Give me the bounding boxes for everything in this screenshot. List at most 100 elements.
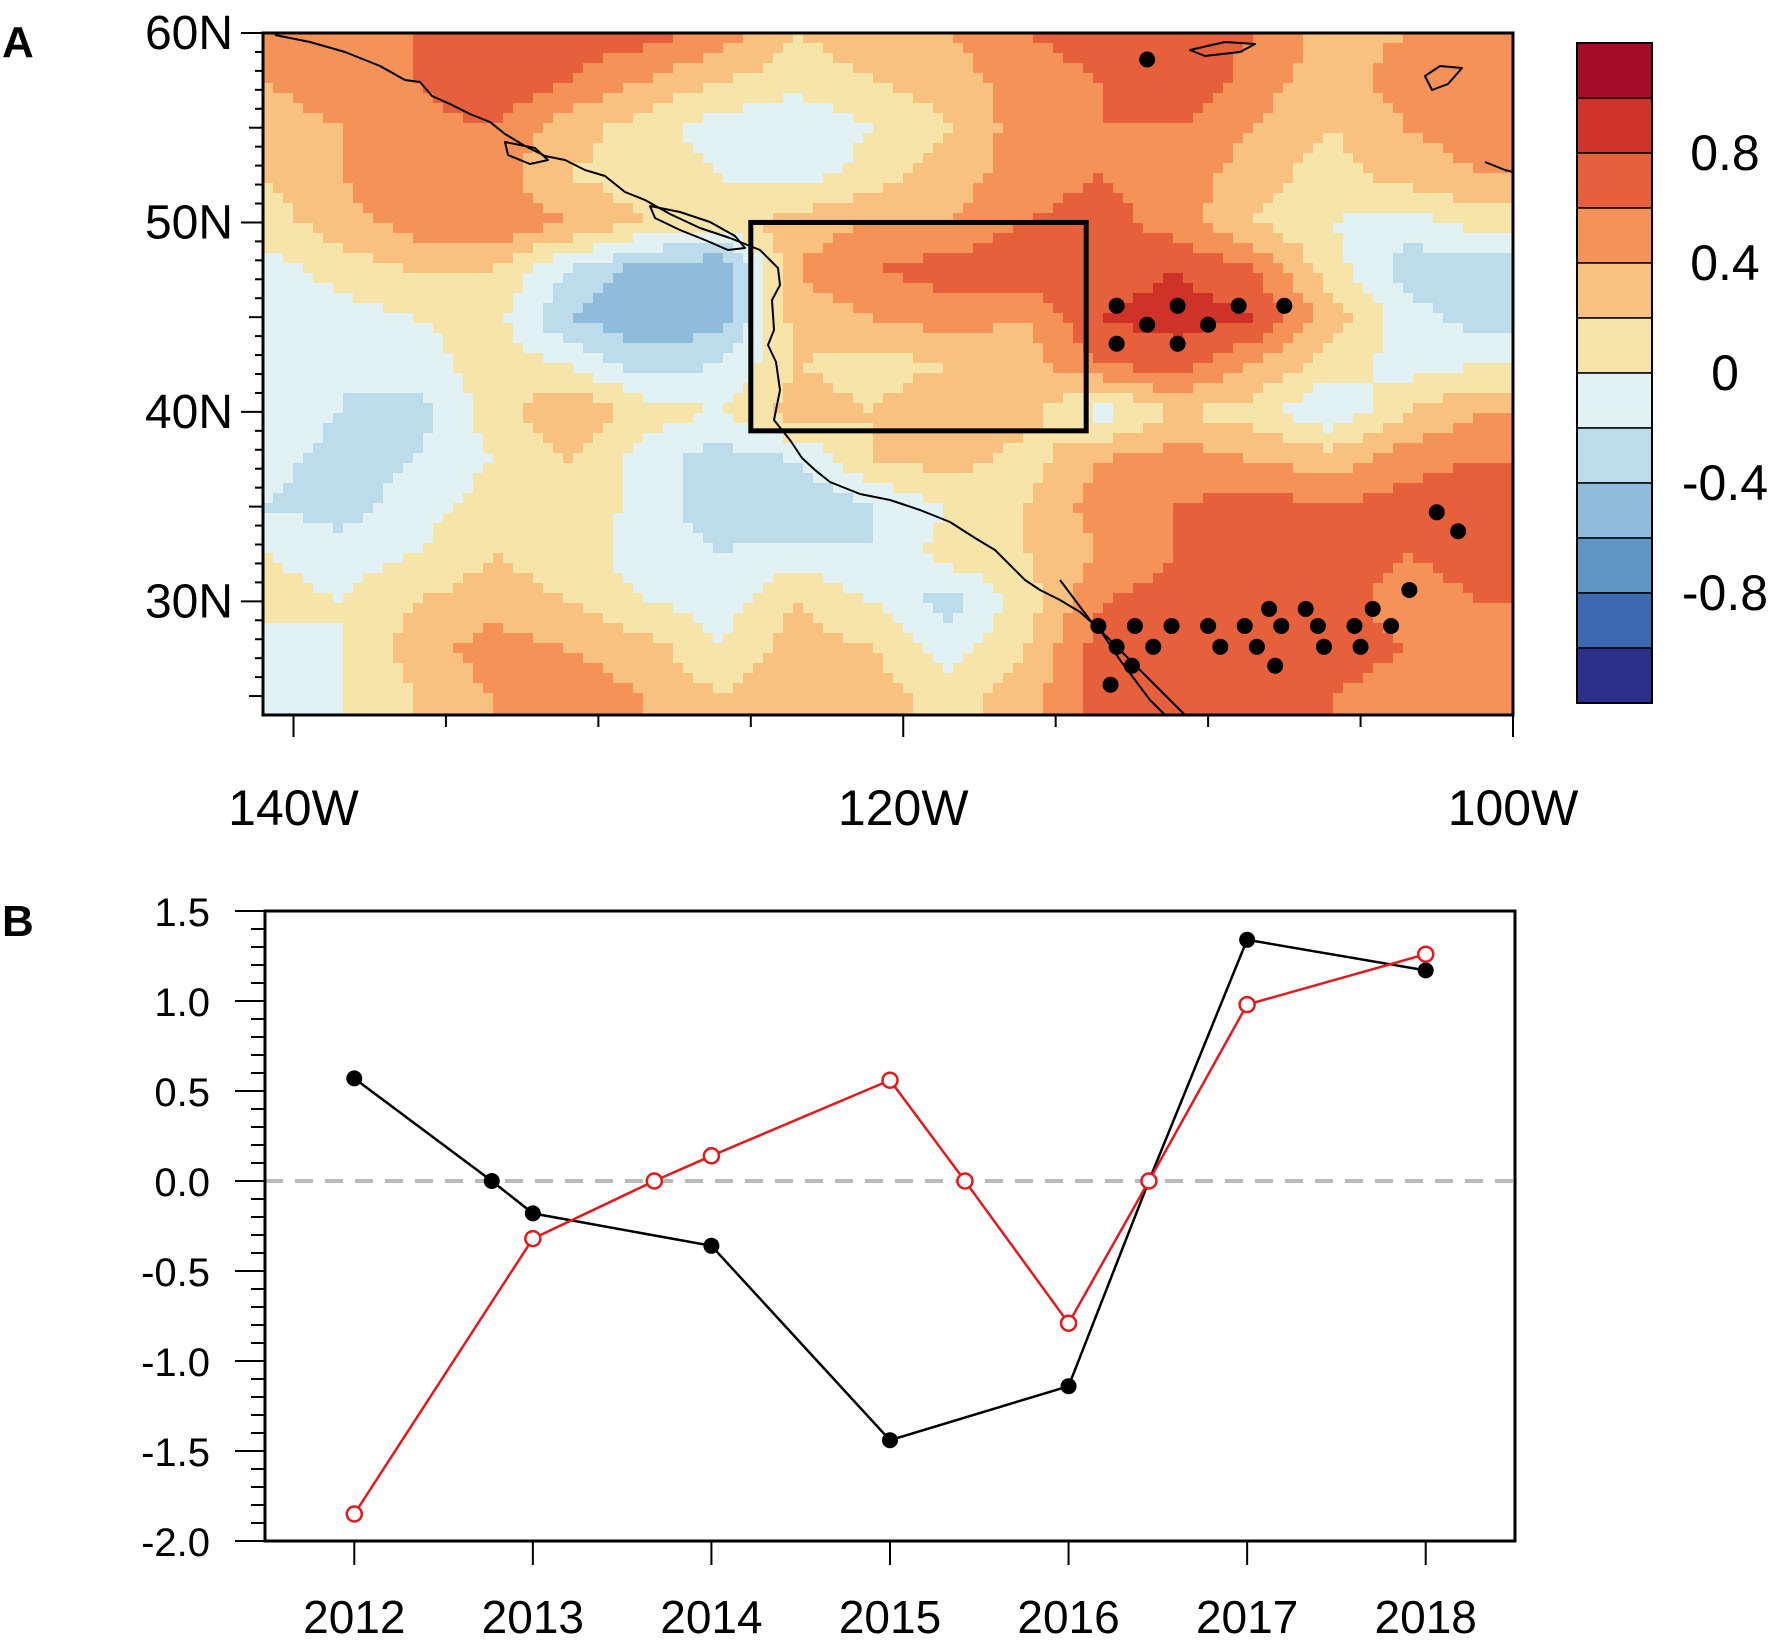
map-cell <box>323 123 334 134</box>
map-cell <box>703 63 714 74</box>
map-cell <box>583 423 594 434</box>
map-cell <box>1183 293 1194 304</box>
map-cell <box>1053 273 1064 284</box>
map-cell <box>1293 373 1304 384</box>
map-cell <box>563 33 574 44</box>
map-cell <box>793 153 804 164</box>
map-cell <box>653 323 664 334</box>
map-cell <box>1243 153 1254 164</box>
map-cell <box>423 53 434 64</box>
map-cell <box>1063 83 1074 94</box>
map-cell <box>423 163 434 174</box>
map-cell <box>1353 343 1364 354</box>
map-cell <box>1183 83 1194 94</box>
map-cell <box>1223 323 1234 334</box>
map-cell <box>903 233 914 244</box>
map-cell <box>503 423 514 434</box>
map-cell <box>513 213 524 224</box>
map-cell <box>843 343 854 354</box>
map-cell <box>1123 143 1134 154</box>
map-cell <box>673 363 684 374</box>
map-cell <box>1113 243 1124 254</box>
map-cell <box>1003 393 1014 404</box>
map-cell <box>663 303 674 314</box>
map-cell <box>543 113 554 124</box>
map-cell <box>403 403 414 414</box>
map-cell <box>613 413 624 424</box>
map-cell <box>1393 203 1404 214</box>
map-cell <box>1203 423 1214 434</box>
map-cell <box>1093 223 1104 234</box>
map-cell <box>1483 33 1494 44</box>
map-cell <box>433 263 444 274</box>
map-cell <box>353 83 364 94</box>
map-cell <box>1233 253 1244 264</box>
map-cell <box>1383 113 1394 124</box>
map-cell <box>1003 203 1014 214</box>
map-cell <box>1383 43 1394 54</box>
map-cell <box>1433 143 1444 154</box>
map-cell <box>1483 313 1494 324</box>
map-cell <box>1443 413 1454 424</box>
map-cell <box>313 63 324 74</box>
map-cell <box>853 173 864 184</box>
map-cell <box>893 33 904 44</box>
map-cell <box>983 283 994 294</box>
map-cell <box>743 333 754 344</box>
map-cell <box>1143 163 1154 174</box>
map-cell <box>953 143 964 154</box>
map-cell <box>1293 73 1304 84</box>
map-cell <box>1113 43 1124 54</box>
map-cell <box>1213 323 1224 334</box>
map-cell <box>793 393 804 404</box>
map-cell <box>313 363 324 374</box>
map-cell <box>813 263 824 274</box>
map-cell <box>1183 133 1194 144</box>
map-cell <box>983 313 994 324</box>
map-cell <box>1223 353 1234 364</box>
map-cell <box>283 303 294 314</box>
map-cell <box>913 383 924 394</box>
map-cell <box>1013 153 1024 164</box>
map-cell <box>473 223 484 234</box>
map-cell <box>293 63 304 74</box>
map-cell <box>603 383 614 394</box>
map-cell <box>993 323 1004 334</box>
map-cell <box>653 383 664 394</box>
map-cell <box>1213 133 1224 144</box>
map-cell <box>1493 83 1504 94</box>
map-cell <box>623 113 634 124</box>
map-cell <box>373 73 384 84</box>
map-cell <box>673 413 684 424</box>
map-cell <box>293 383 304 394</box>
map-cell <box>953 423 964 434</box>
map-cell <box>1143 343 1154 354</box>
map-cell <box>303 43 314 54</box>
map-cell <box>743 343 754 354</box>
map-cell <box>1233 183 1244 194</box>
map-cell <box>283 183 294 194</box>
map-cell <box>603 213 614 224</box>
map-cell <box>1013 233 1024 244</box>
map-cell <box>523 403 534 414</box>
map-cell <box>1453 83 1464 94</box>
map-cell <box>1103 173 1114 184</box>
map-cell <box>1043 33 1054 44</box>
map-cell <box>863 203 874 214</box>
map-cell <box>773 363 784 374</box>
map-cell <box>583 313 594 324</box>
map-cell <box>643 163 654 174</box>
map-cell <box>403 323 414 334</box>
map-cell <box>543 73 554 84</box>
map-cell <box>583 193 594 204</box>
map-cell <box>573 163 584 174</box>
map-cell <box>1173 183 1184 194</box>
map-cell <box>1483 103 1494 114</box>
map-cell <box>693 313 704 324</box>
map-cell <box>313 53 324 64</box>
map-cell <box>1183 373 1194 384</box>
map-cell <box>453 193 464 204</box>
map-cell <box>1403 343 1414 354</box>
panel-a-label: A <box>2 18 34 67</box>
map-cell <box>633 213 644 224</box>
